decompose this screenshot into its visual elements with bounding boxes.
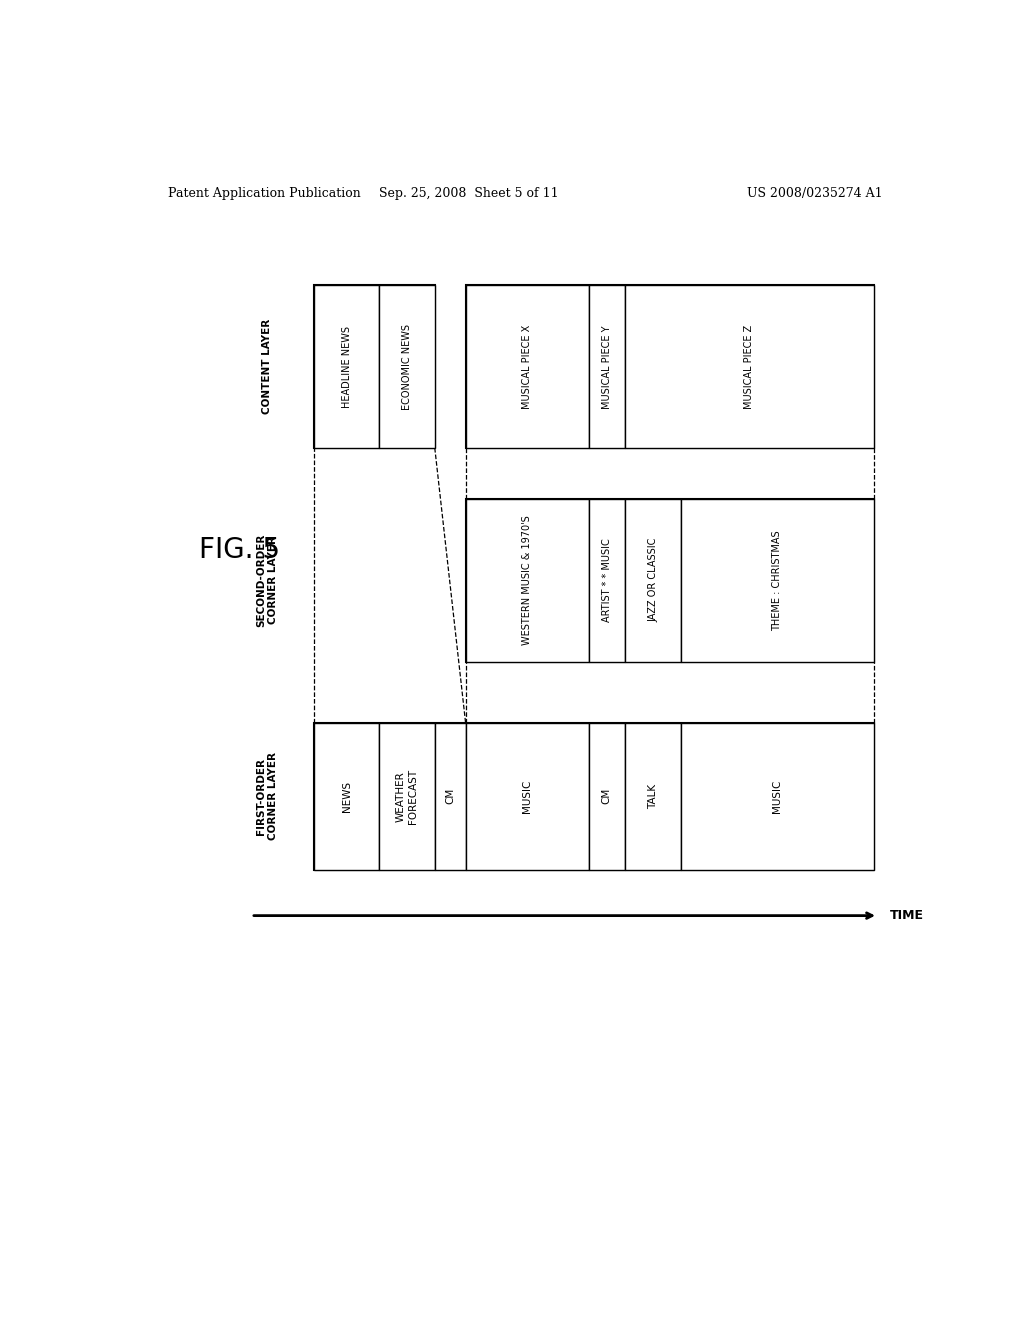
Text: JAZZ OR CLASSIC: JAZZ OR CLASSIC bbox=[648, 539, 658, 623]
Text: SECOND-ORDER
CORNER LAYER: SECOND-ORDER CORNER LAYER bbox=[256, 533, 278, 627]
Text: ECONOMIC NEWS: ECONOMIC NEWS bbox=[401, 323, 412, 409]
Bar bbox=[466, 285, 873, 447]
Bar bbox=[589, 285, 625, 447]
Bar bbox=[681, 722, 873, 870]
Text: MUSIC: MUSIC bbox=[772, 780, 782, 813]
Text: Sep. 25, 2008  Sheet 5 of 11: Sep. 25, 2008 Sheet 5 of 11 bbox=[380, 187, 559, 201]
Text: TIME: TIME bbox=[890, 909, 924, 923]
Text: NEWS: NEWS bbox=[342, 780, 351, 812]
Bar bbox=[466, 499, 873, 661]
Text: MUSICAL PIECE X: MUSICAL PIECE X bbox=[522, 325, 532, 409]
Text: MUSICAL PIECE Y: MUSICAL PIECE Y bbox=[602, 325, 611, 408]
Text: CM: CM bbox=[602, 788, 611, 804]
Bar bbox=[314, 285, 435, 447]
Bar bbox=[625, 499, 681, 661]
Text: US 2008/0235274 A1: US 2008/0235274 A1 bbox=[748, 187, 883, 201]
Text: WEATHER
FORECAST: WEATHER FORECAST bbox=[396, 768, 418, 824]
Bar bbox=[466, 285, 589, 447]
Bar bbox=[314, 285, 379, 447]
Bar bbox=[466, 722, 589, 870]
Bar bbox=[379, 722, 435, 870]
Bar bbox=[314, 722, 379, 870]
Bar bbox=[379, 285, 435, 447]
Bar bbox=[466, 499, 589, 661]
Text: HEADLINE NEWS: HEADLINE NEWS bbox=[342, 326, 351, 408]
Bar bbox=[681, 499, 873, 661]
Text: WESTERN MUSIC & 1970'S: WESTERN MUSIC & 1970'S bbox=[522, 515, 532, 645]
Bar bbox=[314, 722, 873, 870]
Bar bbox=[435, 722, 466, 870]
Bar bbox=[625, 722, 681, 870]
Text: TALK: TALK bbox=[648, 784, 658, 809]
Text: MUSICAL PIECE Z: MUSICAL PIECE Z bbox=[744, 325, 755, 409]
Bar bbox=[589, 722, 625, 870]
Text: THEME : CHRISTMAS: THEME : CHRISTMAS bbox=[772, 529, 782, 631]
Text: CM: CM bbox=[445, 788, 456, 804]
Text: FIRST-ORDER
CORNER LAYER: FIRST-ORDER CORNER LAYER bbox=[256, 752, 278, 841]
Text: MUSIC: MUSIC bbox=[522, 780, 532, 813]
Bar bbox=[625, 285, 874, 447]
Bar bbox=[589, 499, 625, 661]
Text: FIG. 5: FIG. 5 bbox=[200, 536, 281, 564]
Text: Patent Application Publication: Patent Application Publication bbox=[168, 187, 360, 201]
Text: CONTENT LAYER: CONTENT LAYER bbox=[262, 319, 272, 414]
Text: ARTIST * * MUSIC: ARTIST * * MUSIC bbox=[602, 539, 611, 622]
